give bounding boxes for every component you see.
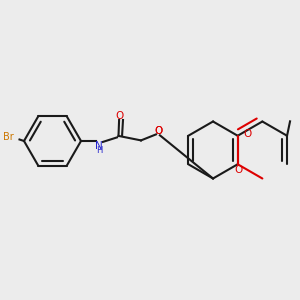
Text: O: O <box>154 126 163 136</box>
Text: O: O <box>243 129 251 139</box>
Text: O: O <box>116 111 124 121</box>
Text: H: H <box>96 146 102 155</box>
Text: O: O <box>154 126 163 136</box>
Text: Br: Br <box>3 132 13 142</box>
Text: O: O <box>234 165 242 175</box>
Text: N: N <box>95 141 103 151</box>
